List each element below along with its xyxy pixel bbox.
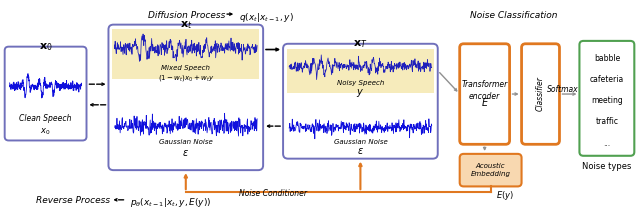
- Text: $\mathbf{x}_t$: $\mathbf{x}_t$: [179, 19, 192, 31]
- Text: Gaussian Noise: Gaussian Noise: [159, 139, 212, 145]
- Text: $\mathbf{x}_0$: $\mathbf{x}_0$: [39, 41, 52, 53]
- Text: $\mathbf{x}_T$: $\mathbf{x}_T$: [353, 38, 367, 50]
- Bar: [287, 49, 434, 93]
- FancyBboxPatch shape: [579, 41, 634, 156]
- Text: Noisy Speech: Noisy Speech: [337, 80, 384, 86]
- Text: $x_0$: $x_0$: [40, 126, 51, 137]
- Text: meeting: meeting: [591, 96, 623, 106]
- Text: traffic: traffic: [595, 118, 618, 126]
- Text: $E(y)$: $E(y)$: [495, 189, 514, 202]
- Text: Noise Conditioner: Noise Conditioner: [239, 189, 307, 198]
- Text: $\epsilon$: $\epsilon$: [357, 146, 364, 156]
- Text: babble: babble: [594, 54, 620, 63]
- Text: Acoustic
Embedding: Acoustic Embedding: [470, 163, 511, 177]
- Text: $\epsilon$: $\epsilon$: [182, 148, 189, 158]
- Text: Mixed Speech: Mixed Speech: [161, 65, 211, 71]
- FancyBboxPatch shape: [108, 25, 263, 170]
- Text: $E$: $E$: [481, 96, 489, 108]
- Text: ...: ...: [604, 139, 611, 147]
- Text: $(1-w_t)x_0 + w_ty$: $(1-w_t)x_0 + w_ty$: [157, 73, 214, 83]
- Text: Gaussian Noise: Gaussian Noise: [333, 139, 387, 145]
- Text: $p_\theta(x_{t-1}|x_t, y, E(y))$: $p_\theta(x_{t-1}|x_t, y, E(y))$: [131, 196, 212, 209]
- Text: Transformer
encoder: Transformer encoder: [461, 80, 508, 101]
- Text: cafeteria: cafeteria: [589, 75, 624, 84]
- Text: $q(x_t|x_{t-1}, y)$: $q(x_t|x_{t-1}, y)$: [239, 11, 294, 24]
- Bar: [113, 29, 259, 79]
- FancyBboxPatch shape: [283, 44, 438, 159]
- FancyBboxPatch shape: [460, 44, 509, 144]
- Text: Classifier: Classifier: [536, 77, 545, 111]
- FancyBboxPatch shape: [4, 47, 86, 141]
- Text: Softmax: Softmax: [547, 85, 579, 94]
- Text: Noise Classification: Noise Classification: [470, 11, 557, 20]
- Text: Reverse Process: Reverse Process: [36, 196, 109, 205]
- FancyBboxPatch shape: [460, 154, 522, 187]
- Text: $y$: $y$: [356, 87, 364, 99]
- FancyBboxPatch shape: [522, 44, 559, 144]
- Text: Noise types: Noise types: [582, 162, 632, 172]
- Text: Diffusion Process: Diffusion Process: [148, 11, 226, 20]
- Text: Clean Speech: Clean Speech: [19, 114, 72, 123]
